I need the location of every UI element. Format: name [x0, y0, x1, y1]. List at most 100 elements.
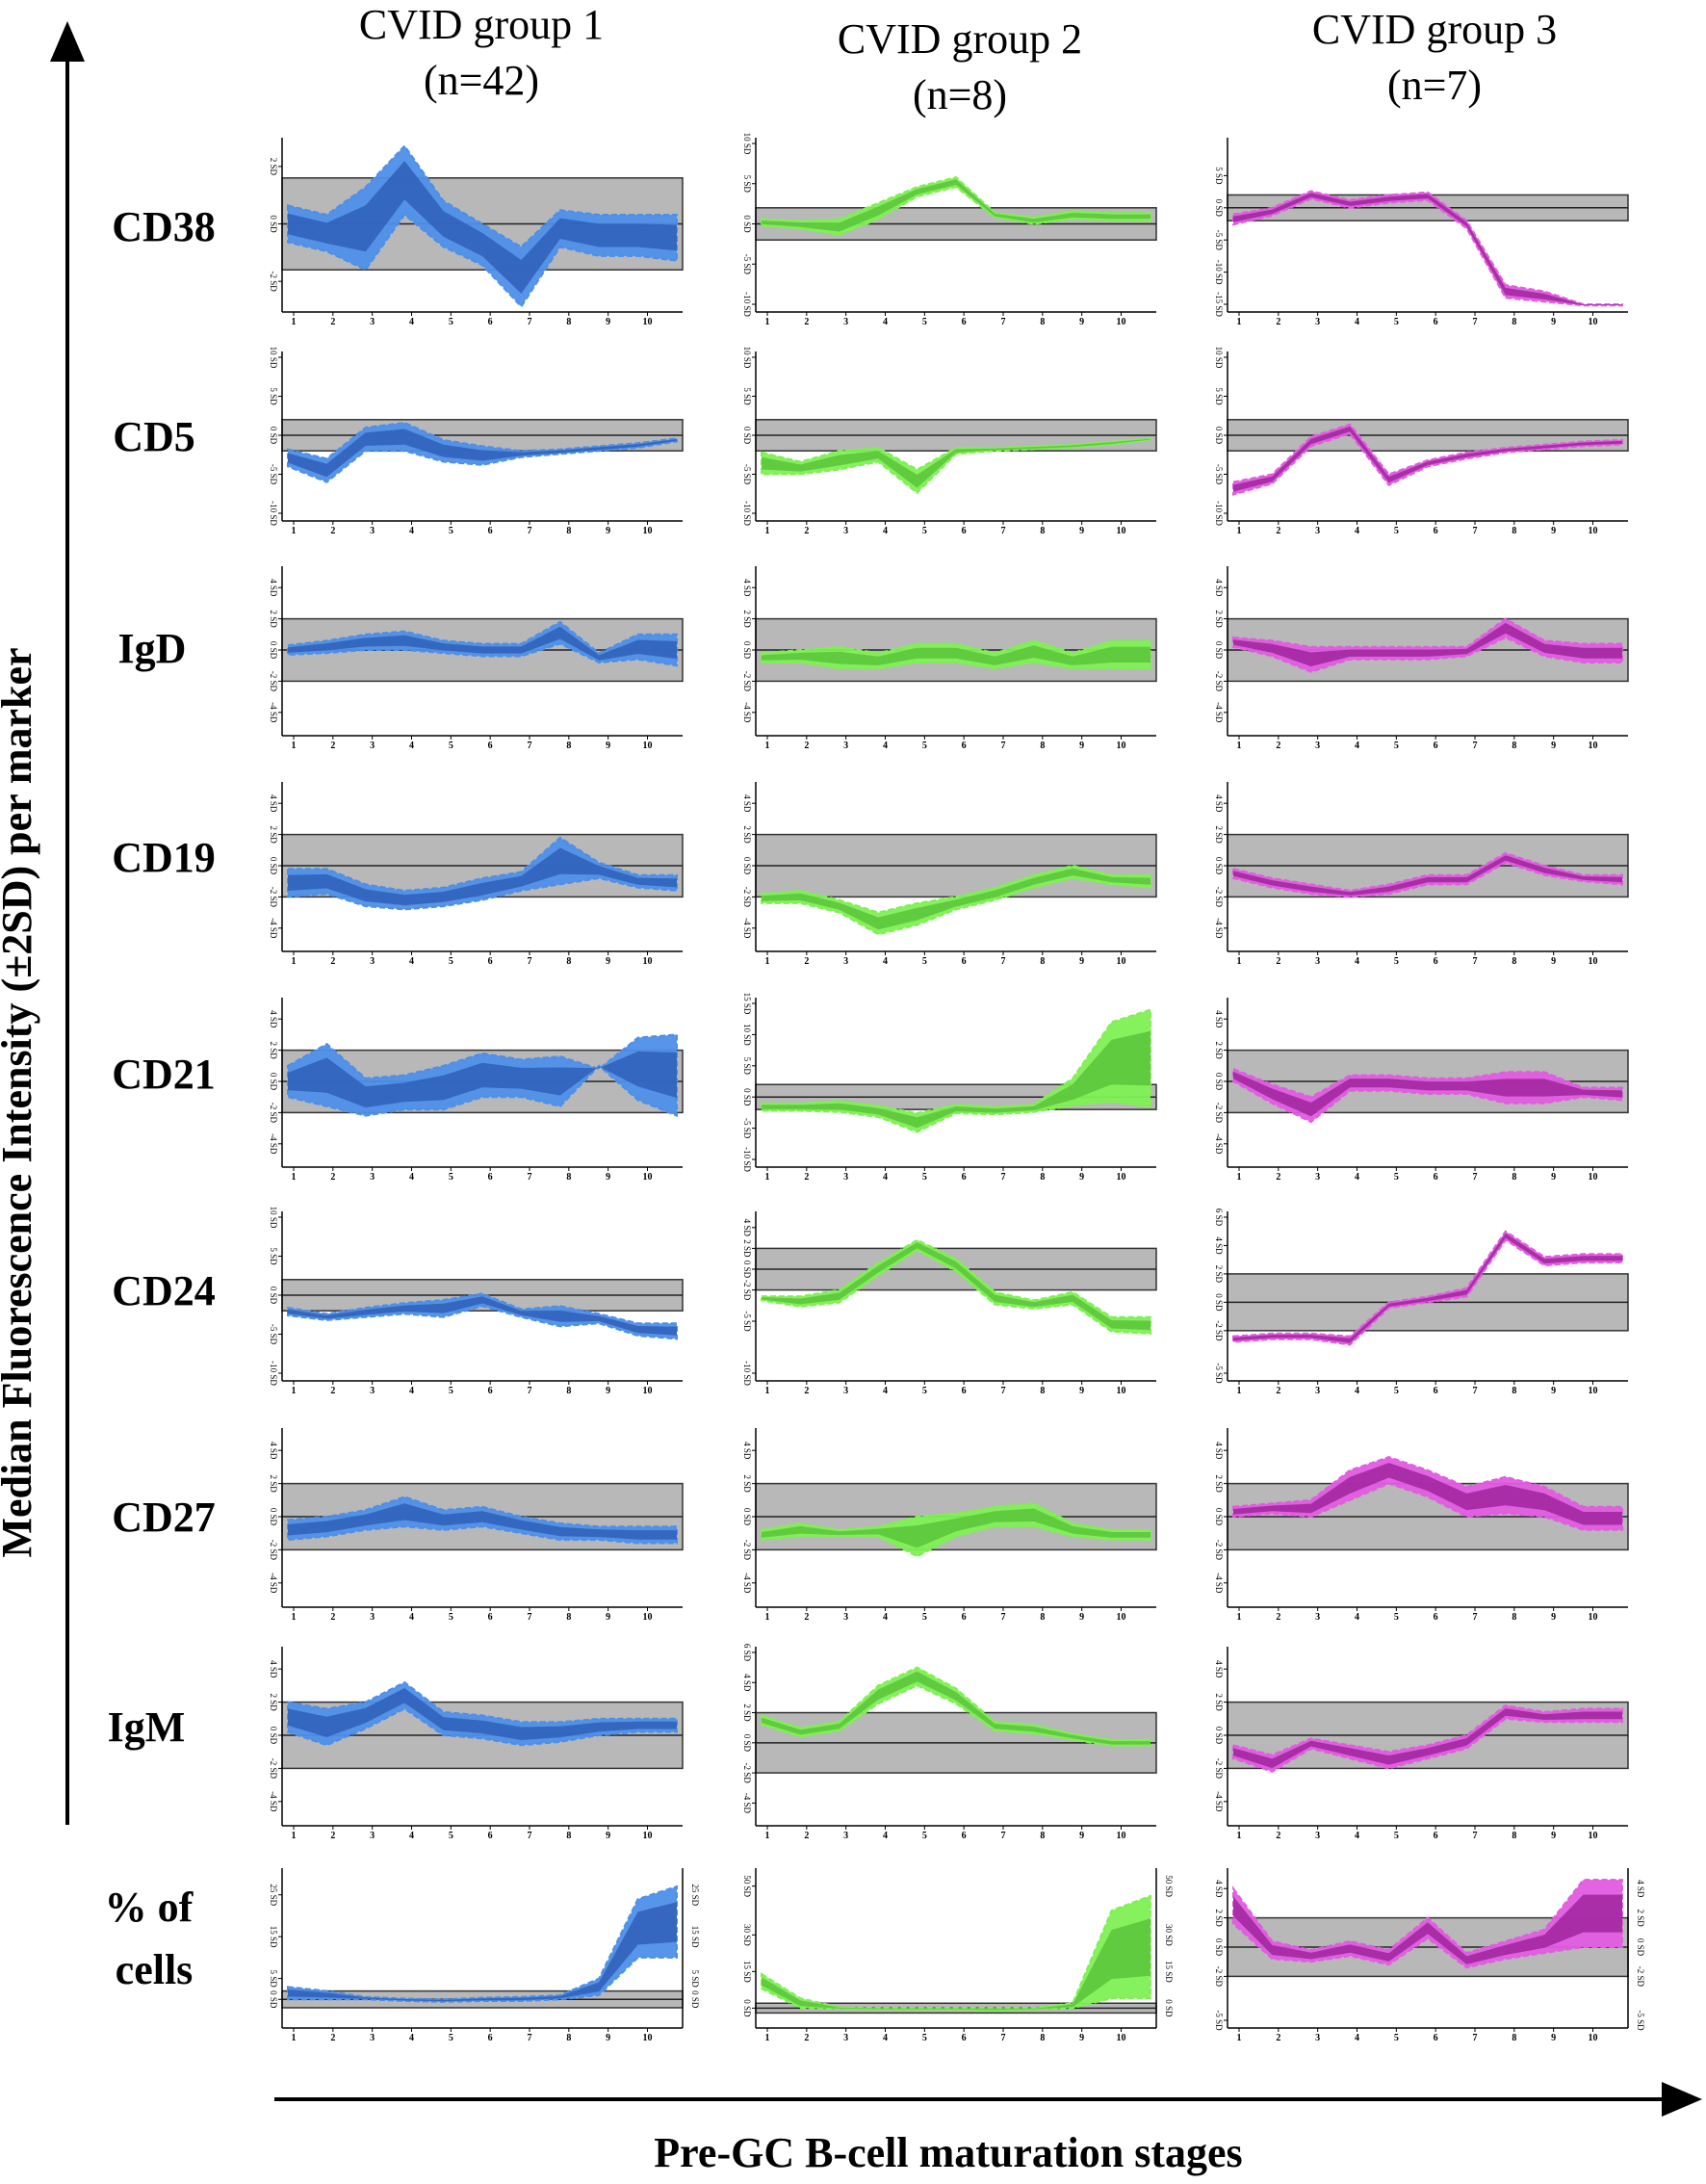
x-tick-label: 4	[1355, 1386, 1359, 1396]
x-tick-label: 5	[1394, 741, 1399, 751]
x-tick-label: 2	[1276, 2033, 1280, 2043]
group-1-n: (n=42)	[424, 57, 539, 104]
x-tick-label: 5	[922, 1386, 927, 1396]
x-tick-label: 5	[1394, 1386, 1399, 1396]
x-tick-label: 5	[922, 1172, 927, 1183]
x-tick-label: 10	[1589, 1386, 1598, 1396]
envelope-core	[288, 1051, 677, 1108]
x-tick-label: 8	[566, 1612, 571, 1623]
y-tick-label: 0 SD	[1214, 1073, 1224, 1091]
x-tick-label: 2	[804, 2033, 809, 2043]
x-tick-label: 6	[1434, 956, 1438, 967]
y-tick-label: 0 SD	[269, 1990, 278, 2009]
x-tick-label: 2	[330, 1831, 335, 1841]
envelope-area	[287, 620, 678, 667]
x-tick-label: 5	[449, 956, 453, 967]
row-label-percent-cells: % of cells	[105, 1884, 204, 1993]
y-tick-label: 5 SD	[269, 387, 278, 405]
x-tick-label: 2	[1276, 1386, 1280, 1396]
x-tick-label: 7	[1001, 526, 1006, 536]
y-tick-label: -4 SD	[1214, 702, 1224, 723]
y-tick-label: 0 SD	[742, 427, 752, 445]
y-tick-label: 4 SD	[1214, 1660, 1224, 1678]
x-tick-label: 4	[409, 526, 414, 536]
x-tick-label: 1	[765, 1172, 770, 1183]
x-tick-label: 6	[1434, 1386, 1438, 1396]
x-tick-label: 7	[1001, 1172, 1006, 1183]
x-tick-label: 10	[1117, 1386, 1126, 1396]
x-tick-label: 8	[1512, 1172, 1516, 1183]
x-tick-label: 9	[1079, 1831, 1084, 1841]
x-tick-label: 4	[409, 1172, 414, 1183]
y-tick-label: -5 SD	[1214, 230, 1224, 251]
y-tick-label: -2 SD	[1214, 887, 1224, 908]
x-tick-label: 4	[409, 741, 414, 751]
x-tick-label: 2	[804, 1172, 809, 1183]
y-tick-label: 4 SD	[742, 1442, 752, 1460]
y-tick-label: 2 SD	[742, 825, 752, 844]
envelope-area	[761, 1894, 1151, 2012]
x-tick-label: 9	[1551, 1831, 1556, 1841]
y-tick-label: 15 SD	[742, 993, 752, 1015]
y-tick-label: 4 SD	[1214, 794, 1224, 813]
y-tick-label-right: -5 SD	[1636, 2010, 1645, 2031]
panel-cd24-group-2: 4 SD 2 SD 0 SD-2 SD -5 SD -10 SD 1 2 3 4 5 6 7 8 9 10	[742, 1211, 1157, 1396]
panel-igm-group-3: 4 SD 2 SD 0 SD -2 SD -4 SD 1 2 3 4 5 6 7 8 9 10	[1214, 1647, 1629, 1841]
y-tick-label-right: 0 SD	[1636, 1938, 1645, 1957]
y-tick-label: 4 SD	[742, 794, 752, 813]
y-tick-label: 2 SD	[1214, 825, 1224, 844]
envelope-area	[287, 1885, 678, 2003]
x-tick-label: 4	[409, 1612, 414, 1623]
y-tick-label: -4 SD	[742, 918, 752, 939]
x-tick-label: 2	[330, 1172, 335, 1183]
x-axis-arrowhead	[1662, 2082, 1702, 2117]
panel-cd19-group-3: 4 SD 2 SD 0 SD -2 SD -4 SD 1 2 3 4 5 6 7 8 9 10	[1214, 782, 1629, 967]
x-tick-label: 6	[962, 1386, 967, 1396]
x-tick-label: 7	[1473, 1831, 1478, 1841]
panel-igd-group-2: 4 SD 2 SD 0 SD -2 SD -4 SD 1 2 3 4 5 6 7 8 9 10	[742, 566, 1157, 751]
y-tick-label: 4 SD	[1214, 1010, 1224, 1028]
x-tick-label: 4	[409, 956, 414, 967]
x-tick-label: 4	[409, 317, 414, 327]
x-tick-label: 10	[1589, 956, 1598, 967]
y-tick-label: 2 SD	[269, 1693, 278, 1711]
y-tick-label: -5 SD	[269, 1324, 278, 1345]
row-label-cd38: CD38	[112, 203, 216, 250]
x-tick-label: 6	[1434, 1172, 1438, 1183]
y-tick-label: 0 SD	[1214, 1727, 1224, 1745]
panel-cd27-group-1: 4 SD 2 SD 0 SD -2 SD -4 SD 1 2 3 4 5 6 7 8 9 10	[269, 1428, 684, 1623]
envelope-core	[762, 1242, 1150, 1331]
x-tick-label: 5	[449, 741, 453, 751]
y-axis-arrowhead	[50, 21, 85, 62]
y-tick-label: 0 SD	[742, 1508, 752, 1526]
x-tick-label: 3	[1315, 1612, 1320, 1623]
x-tick-label: 9	[1079, 741, 1084, 751]
x-tick-label: 10	[643, 1612, 653, 1623]
x-tick-label: 9	[606, 1172, 610, 1183]
x-tick-label: 2	[1276, 1831, 1280, 1841]
x-tick-label: 3	[370, 956, 375, 967]
x-tick-label: 10	[643, 2033, 653, 2043]
x-tick-label: 2	[1276, 956, 1280, 967]
row-label-cd21: CD21	[112, 1051, 216, 1098]
x-tick-label: 9	[1551, 2033, 1556, 2043]
y-tick-label: 4 SD	[269, 1660, 278, 1678]
panel-igm-group-1: 4 SD 2 SD 0 SD -2 SD -4 SD 1 2 3 4 5 6 7 8 9 10	[269, 1647, 684, 1841]
x-tick-label: 10	[1117, 741, 1126, 751]
y-tick-label: 0 SD	[1214, 1938, 1224, 1957]
x-tick-label: 3	[1315, 1172, 1320, 1183]
y-tick-label: -10 SD	[269, 501, 278, 526]
y-tick-label: 4 SD	[742, 1674, 752, 1692]
y-tick-label: 2 SD	[269, 1041, 278, 1059]
envelope-core	[288, 1296, 677, 1336]
x-tick-label: 5	[922, 1612, 927, 1623]
x-tick-label: 2	[330, 741, 335, 751]
panel-cd24-group-3: 6 SD 4 SD 2 SD 0 SD -2 SD -5 SD 1 2 3 4 5 6 7 8 9 10	[1214, 1209, 1629, 1396]
y-tick-label: 10 SD	[269, 1207, 278, 1229]
x-tick-label: 7	[1001, 1831, 1006, 1841]
panel-cd21-group-2: 15 SD 10 SD 5 SD 0 SD -5 SD -10 SD 1 2 3 4 5 6 7 8 9 10	[742, 993, 1157, 1183]
group-headers: CVID group 1 (n=42) CVID group 2 (n=8) C…	[359, 1, 1557, 118]
x-tick-label: 7	[1473, 956, 1478, 967]
row-label-cd27: CD27	[112, 1494, 216, 1541]
x-tick-label: 1	[292, 741, 297, 751]
